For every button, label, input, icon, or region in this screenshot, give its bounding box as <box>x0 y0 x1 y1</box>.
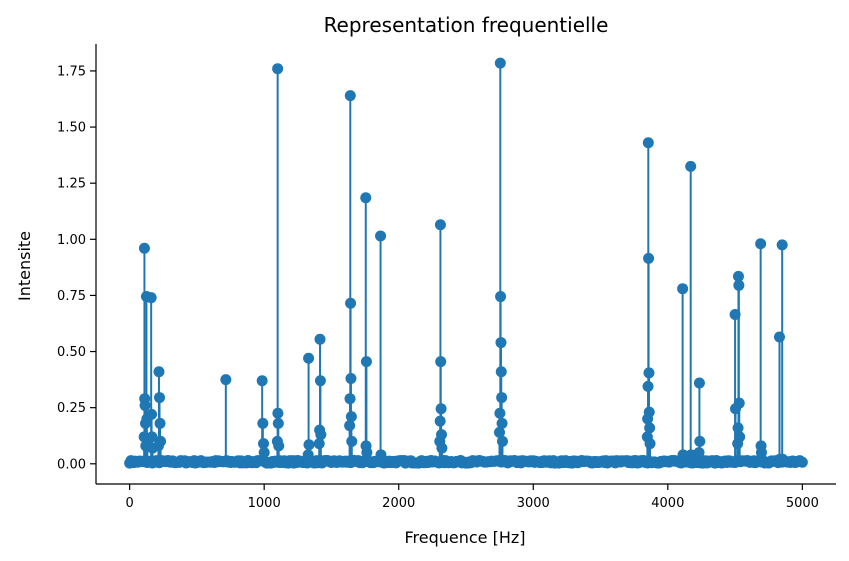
stem-marker-peak-51 <box>435 403 447 415</box>
stem-marker-peak-56 <box>494 57 506 69</box>
stem-marker-peak-36 <box>344 90 356 102</box>
stem-marker-peak-29 <box>303 439 315 451</box>
stem-marker-peak-46 <box>361 447 373 459</box>
stem-marker-peak-22 <box>258 447 270 459</box>
stem-marker-peak-41 <box>344 420 356 432</box>
y-tick-label-1: 0.25 <box>57 401 86 416</box>
stem-marker-peak-37 <box>345 297 357 309</box>
x-tick-label-5: 5000 <box>786 496 819 511</box>
x-tick-label-0: 0 <box>125 496 133 511</box>
stem-marker-peak-35 <box>313 438 325 450</box>
stem-marker-peak-13 <box>153 366 165 378</box>
stem-marker-peak-63 <box>494 426 506 438</box>
stem-marker-peak-55 <box>436 442 448 454</box>
stem-marker-peak-43 <box>360 192 372 204</box>
stem-marker-peak-91 <box>755 447 767 459</box>
stem-marker-peak-94 <box>776 239 788 251</box>
stem-marker-peak-17 <box>152 440 164 452</box>
stem-marker-peak-66 <box>643 252 655 264</box>
stem-marker-peak-73 <box>644 438 656 450</box>
y-tick-label-4: 1.00 <box>57 233 86 248</box>
stem-marker-peak-59 <box>495 366 507 378</box>
stem-marker-peak-23 <box>272 63 284 75</box>
stem-marker-peak-39 <box>344 393 356 405</box>
stem-marker-peak-9 <box>145 292 157 304</box>
stem-marker-peak-65 <box>642 137 654 149</box>
stem-marker-peak-67 <box>643 367 655 379</box>
y-tick-label-7: 1.75 <box>57 64 86 79</box>
stem-marker-peak-20 <box>257 417 269 429</box>
stem-marker-peak-28 <box>303 352 315 364</box>
stem-marker-peak-81 <box>729 309 741 321</box>
stem-marker-peak-62 <box>496 417 508 429</box>
stem-series <box>128 63 804 464</box>
stem-marker-peak-78 <box>693 377 705 389</box>
y-axis-label: Intensite <box>15 231 34 301</box>
chart-title: Representation frequentielle <box>324 13 609 37</box>
stem-marker-peak-76 <box>685 160 697 172</box>
stem-marker-peak-2 <box>139 399 151 411</box>
stem-marker-peak-34 <box>315 429 327 441</box>
stem-marker-peak-74 <box>677 283 689 295</box>
stem-marker-peak-68 <box>642 380 654 392</box>
stem-marker-peak-71 <box>644 422 656 434</box>
stem-marker-peak-14 <box>154 392 166 404</box>
stem-marker-peak-40 <box>345 411 357 423</box>
y-tick-label-2: 0.50 <box>57 345 86 360</box>
y-tick-label-0: 0.00 <box>57 457 86 472</box>
stem-marker-peak-48 <box>375 449 387 461</box>
y-tick-label-3: 0.75 <box>57 289 86 304</box>
x-axis-ticks: 0 1000 2000 3000 4000 5000 <box>125 484 819 511</box>
stem-marker-peak-88 <box>732 438 744 450</box>
stem-marker-peak-58 <box>495 337 507 349</box>
stem-marker-peak-21 <box>258 438 270 450</box>
stem-marker-peak-32 <box>314 375 326 387</box>
stem-marker-peak-27 <box>273 440 285 452</box>
y-tick-label-5: 1.25 <box>57 177 86 192</box>
stem-marker-noise-500 <box>796 456 808 468</box>
stem-marker-peak-15 <box>154 417 166 429</box>
stem-marker-peak-38 <box>345 372 357 384</box>
stem-marker-peak-95 <box>777 453 789 465</box>
y-axis-ticks: 0.00 0.25 0.50 0.75 1.00 1.25 1.50 1.75 <box>57 64 96 472</box>
stem-marker-peak-85 <box>733 397 745 409</box>
stem-marker-peak-18 <box>220 374 232 386</box>
stem-marker-peak-47 <box>375 230 387 242</box>
stem-marker-peak-42 <box>346 435 358 447</box>
stem-marker-peak-19 <box>256 375 268 387</box>
stem-marker-peak-89 <box>755 238 767 250</box>
stem-marker-peak-44 <box>360 356 372 368</box>
stem-marker-peak-11 <box>146 431 158 443</box>
stem-marker-peak-84 <box>733 279 745 291</box>
stem-marker-peak-52 <box>434 415 446 427</box>
stem-marker-peak-61 <box>494 407 506 419</box>
stem-marker-peak-75 <box>677 449 689 461</box>
stem-marker-peak-60 <box>496 392 508 404</box>
stem-marker-peak-30 <box>302 449 314 461</box>
stem-marker-peak-10 <box>146 408 158 420</box>
x-tick-label-4: 4000 <box>651 496 684 511</box>
stem-marker-peak-0 <box>138 242 150 254</box>
stem-marker-peak-25 <box>272 417 284 429</box>
stem-marker-peak-70 <box>642 413 654 425</box>
stem-marker-peak-80 <box>693 447 705 459</box>
x-tick-label-3: 3000 <box>517 496 550 511</box>
x-axis-label: Frequence [Hz] <box>404 528 525 547</box>
stem-marker-peak-86 <box>732 422 744 434</box>
stem-marker-peak-49 <box>434 219 446 231</box>
stem-marker-peak-83 <box>732 270 744 282</box>
stem-marker-peak-24 <box>272 407 284 419</box>
stem-marker-peak-31 <box>314 333 326 345</box>
stem-marker-peak-50 <box>435 356 447 368</box>
stem-marker-peak-92 <box>773 331 785 343</box>
stem-markers <box>124 57 808 469</box>
x-tick-label-1: 1000 <box>248 496 281 511</box>
y-tick-label-6: 1.50 <box>57 121 86 136</box>
stem-marker-peak-64 <box>496 435 508 447</box>
stem-marker-peak-79 <box>694 435 706 447</box>
x-tick-label-2: 2000 <box>382 496 415 511</box>
stem-marker-peak-57 <box>495 291 507 303</box>
